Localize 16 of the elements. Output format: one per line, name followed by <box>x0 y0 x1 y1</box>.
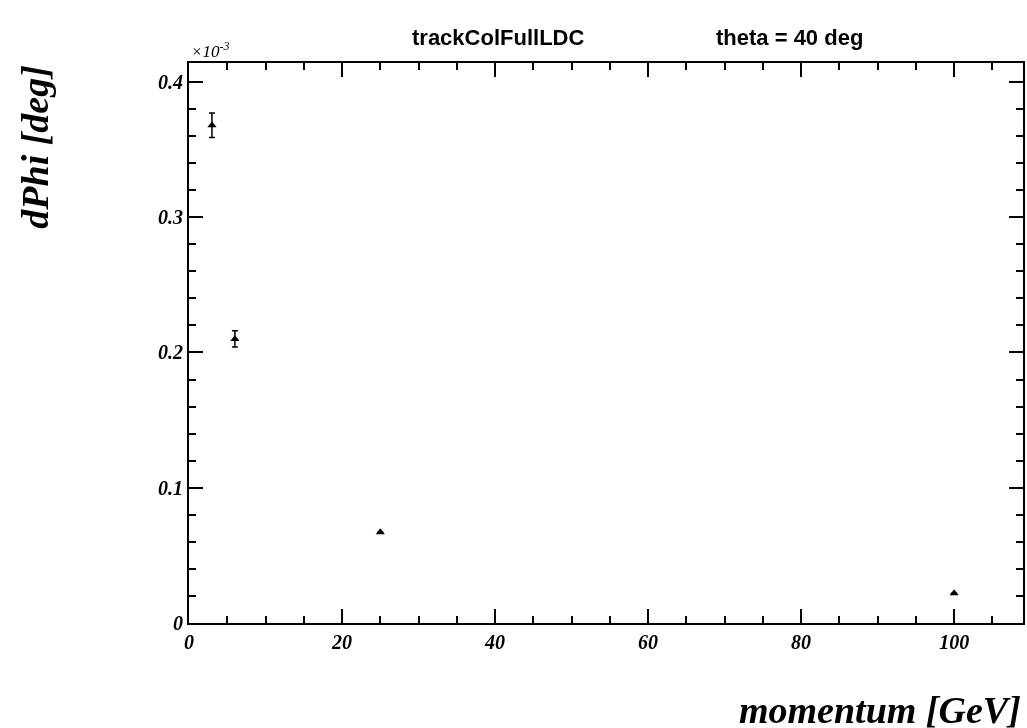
y-tick-label: 0.4 <box>158 70 183 93</box>
y-tick-label: 0.3 <box>158 206 183 229</box>
y-tick-label: 0.2 <box>158 341 183 364</box>
y-axis-title: dPhi [deg] <box>13 65 56 229</box>
x-tick-label: 20 <box>331 631 353 653</box>
x-tick-label: 60 <box>638 631 659 653</box>
y-tick-label: 0 <box>173 612 183 634</box>
y-tick-label: 0.1 <box>158 476 183 499</box>
x-tick-label: 80 <box>791 631 812 653</box>
text: ×10$^{-3}$ <box>191 39 230 62</box>
x-tick-label: 100 <box>939 631 970 653</box>
chart-title: trackColFullLDC <box>412 25 585 50</box>
point <box>230 334 240 341</box>
text: theta = 40 deg <box>716 25 864 50</box>
x-axis-title: momentum [GeV] <box>739 689 1021 728</box>
x-tick-label: 40 <box>484 631 506 653</box>
